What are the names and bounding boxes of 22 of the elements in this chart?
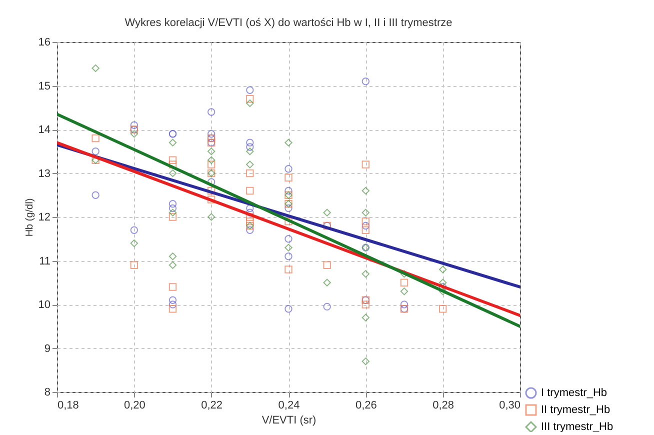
x-tick-label: 0,24 xyxy=(278,400,300,412)
x-axis-title: V/EVTI (sr) xyxy=(262,414,316,426)
legend-label: III trymestr_Hb xyxy=(541,421,614,433)
x-tick-label: 0,28 xyxy=(432,400,454,412)
y-tick-label: 9 xyxy=(44,342,50,355)
legend-label: I trymestr_Hb xyxy=(541,387,608,399)
y-tick-label: 11 xyxy=(39,255,50,268)
chart-title: Wykres korelacji V/EVTI (oś X) do wartości Hb w I, II i III trymestrze xyxy=(124,17,452,29)
x-tick-label: 0,20 xyxy=(124,400,146,412)
y-tick-label: 10 xyxy=(38,299,50,311)
y-tick-label: 12 xyxy=(38,212,50,224)
x-tick-label: 0,18 xyxy=(58,400,79,412)
y-axis-title: Hb (g/dl) xyxy=(24,198,36,237)
legend-label: II trymestr_Hb xyxy=(541,404,610,416)
y-tick-label: 15 xyxy=(38,80,50,92)
x-tick-label: 0,30 xyxy=(499,400,520,412)
y-tick-label: 16 xyxy=(38,36,50,48)
y-tick-label: 13 xyxy=(38,168,50,180)
y-tick-label: 14 xyxy=(38,124,50,136)
x-tick-label: 0,22 xyxy=(201,400,223,412)
y-tick-label: 8 xyxy=(44,386,50,398)
x-tick-label: 0,26 xyxy=(355,400,377,412)
